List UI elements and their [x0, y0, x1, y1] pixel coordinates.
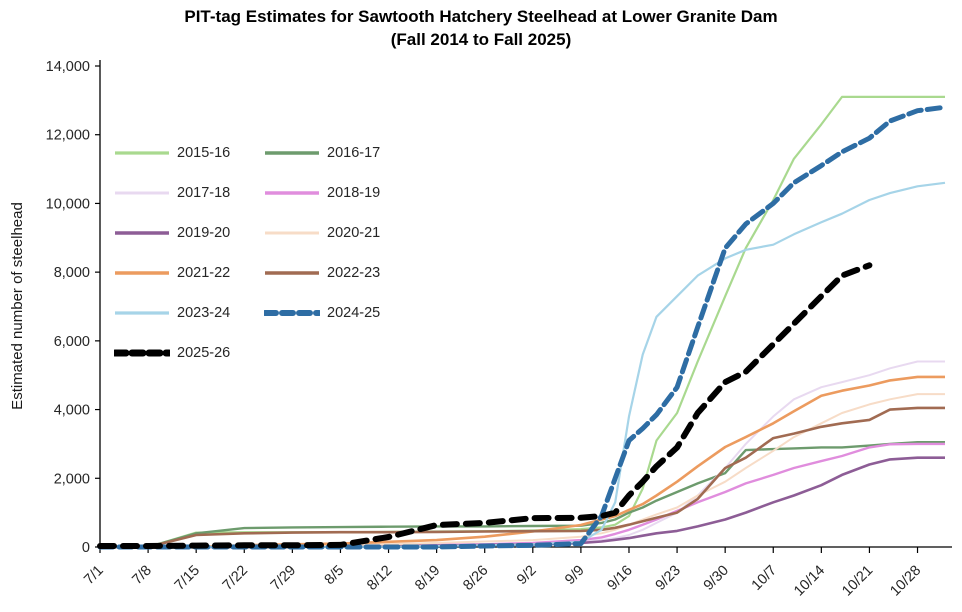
- y-tick-label: 4,000: [54, 403, 90, 419]
- x-tick-label: 9/23: [653, 563, 684, 594]
- y-tick-label: 10,000: [46, 196, 90, 212]
- x-tick-label: 8/12: [364, 563, 395, 594]
- y-tick-label: 6,000: [54, 334, 90, 350]
- legend-swatch-2015-16: [115, 150, 169, 155]
- legend-item-2015-16: 2015-16: [114, 140, 264, 165]
- x-tick-label: 9/30: [701, 563, 732, 594]
- x-tick-label: 9/16: [605, 563, 636, 594]
- y-axis-title: Estimated number of steelhead: [9, 202, 26, 410]
- x-tick-label: 7/15: [172, 563, 203, 594]
- legend-swatch-2023-24: [115, 310, 169, 315]
- chart-title-block: PIT-tag Estimates for Sawtooth Hatchery …: [0, 6, 962, 52]
- legend-label-2023-24: 2023-24: [177, 304, 231, 321]
- y-tick-label: 0: [82, 540, 90, 556]
- legend-item-2022-23: 2022-23: [264, 260, 424, 285]
- x-tick-label: 7/22: [220, 563, 251, 594]
- legend-label-2018-19: 2018-19: [327, 184, 381, 201]
- legend-item-2016-17: 2016-17: [264, 140, 424, 165]
- legend-item-2019-20: 2019-20: [114, 220, 264, 245]
- legend-label-2019-20: 2019-20: [177, 224, 231, 241]
- legend-item-2025-26: 2025-26: [114, 340, 264, 365]
- legend-label-2025-26: 2025-26: [177, 344, 231, 361]
- legend-swatch-2017-18: [115, 191, 169, 194]
- y-tick-label: 2,000: [54, 471, 90, 487]
- legend-label-2024-25: 2024-25: [327, 304, 381, 321]
- legend-label-2020-21: 2020-21: [327, 224, 381, 241]
- x-tick-label: 7/8: [129, 563, 155, 589]
- x-tick-label: 10/21: [839, 563, 876, 600]
- legend-swatch-2022-23: [265, 270, 319, 275]
- series-line-2016-17: [100, 441, 945, 549]
- y-tick-label: 14,000: [46, 59, 90, 75]
- legend-item-2023-24: 2023-24: [114, 300, 264, 325]
- legend-swatch-2020-21: [265, 231, 319, 234]
- series-line-2022-23: [100, 406, 945, 549]
- x-tick-label: 8/5: [322, 563, 348, 589]
- x-tick-label: 10/28: [887, 563, 924, 600]
- x-tick-label: 10/7: [749, 563, 780, 594]
- legend-label-2022-23: 2022-23: [327, 264, 381, 281]
- legend-label-2016-17: 2016-17: [327, 144, 381, 161]
- legend-item-2017-18: 2017-18: [114, 180, 264, 205]
- x-tick-label: 9/2: [514, 563, 540, 589]
- legend-label-2015-16: 2015-16: [177, 144, 231, 161]
- chart-svg: 0 2,000 4,000 6,000 8,000 10,000 12,000 14,000 7…: [46, 59, 952, 600]
- series-line-2025-26: [97, 262, 873, 549]
- legend-item-2020-21: 2020-21: [264, 220, 424, 245]
- legend-swatch-2024-25: [264, 309, 320, 316]
- legend: 2015-16 2016-17 2017-18 2018-19 2019-20 2020-…: [114, 140, 424, 365]
- legend-item-2021-22: 2021-22: [114, 260, 264, 285]
- legend-item-2018-19: 2018-19: [264, 180, 424, 205]
- legend-swatch-2021-22: [115, 270, 169, 275]
- x-tick-label: 9/9: [562, 563, 588, 589]
- y-tick-label: 8,000: [54, 265, 90, 281]
- x-tick-label: 7/1: [81, 563, 107, 589]
- legend-swatch-2025-26: [114, 349, 170, 356]
- x-tick-label: 7/29: [268, 563, 299, 594]
- y-tick-label: 12,000: [46, 128, 90, 144]
- chart-area: 0 2,000 4,000 6,000 8,000 10,000 12,000 14,000 7…: [0, 56, 962, 612]
- x-tick-label: 10/14: [791, 563, 828, 600]
- series-line-2020-21: [100, 393, 945, 548]
- legend-item-2024-25: 2024-25: [264, 300, 424, 325]
- legend-label-2021-22: 2021-22: [177, 264, 231, 281]
- chart-title: PIT-tag Estimates for Sawtooth Hatchery …: [184, 7, 778, 26]
- legend-label-2017-18: 2017-18: [177, 184, 231, 201]
- chart-subtitle: (Fall 2014 to Fall 2025): [390, 29, 572, 49]
- legend-swatch-2019-20: [115, 230, 169, 235]
- x-tick-label: 8/19: [412, 563, 443, 594]
- x-tick-label: 8/26: [460, 563, 491, 594]
- legend-swatch-2018-19: [265, 190, 319, 195]
- legend-swatch-2016-17: [265, 150, 319, 155]
